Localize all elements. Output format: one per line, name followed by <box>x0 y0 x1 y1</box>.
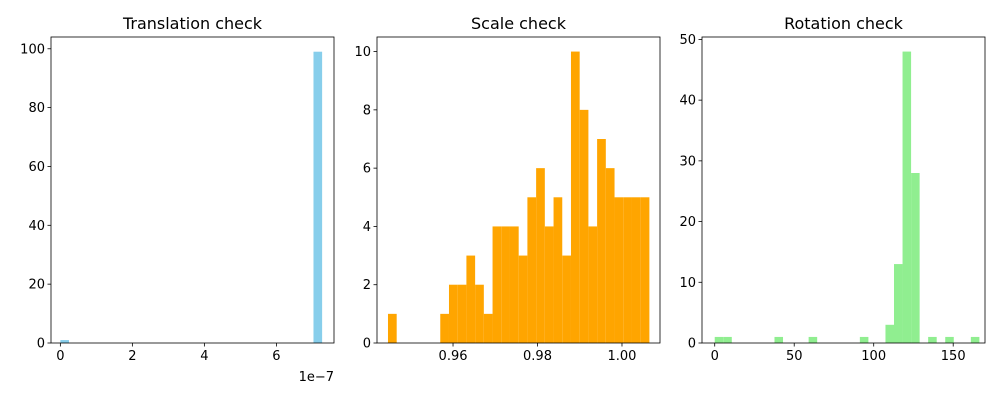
histogram-bar-3-1 <box>723 336 732 343</box>
histogram-bar-3-23 <box>911 173 920 343</box>
x-tick-label-1-0: 0 <box>56 349 64 364</box>
histogram-bar-3-27 <box>945 336 954 343</box>
histogram-bar-2-21 <box>570 51 580 343</box>
x-tick-label-2-1: 0.98 <box>523 349 552 364</box>
histogram-bar-3-17 <box>859 336 869 343</box>
histogram-bar-2-9 <box>466 255 476 343</box>
y-tick-label-2-2: 4 <box>363 220 371 235</box>
histogram-bar-2-27 <box>623 197 632 343</box>
x-tick-label-2-2: 1.00 <box>608 349 637 364</box>
chart-title-2: Scale check <box>471 14 567 33</box>
histogram-bar-2-25 <box>605 168 615 343</box>
y-tick-label-2-3: 6 <box>363 162 371 177</box>
y-tick-label-1-5: 100 <box>20 42 45 57</box>
y-tick-label-1-2: 40 <box>28 219 45 234</box>
histogram-bar-2-28 <box>631 197 641 343</box>
histogram-bar-2-0 <box>387 313 397 343</box>
subplot-3: 0 50 100 150 0 10 20 30 40 50 Rotation check <box>679 14 986 364</box>
x-tick-label-3-3: 150 <box>941 349 966 364</box>
x-tick-label-1-1: 2 <box>128 349 136 364</box>
y-tick-label-2-1: 2 <box>363 278 371 293</box>
histogram-bar-3-30 <box>970 336 980 343</box>
y-tick-label-1-4: 80 <box>28 101 45 116</box>
histogram-bar-2-16 <box>527 197 537 343</box>
y-tick-label-3-4: 40 <box>679 94 696 109</box>
axes-frame-3 <box>701 36 986 344</box>
y-tick-label-3-0: 0 <box>688 337 696 352</box>
x-tick-label-3-1: 50 <box>786 349 803 364</box>
histogram-bar-1-0 <box>60 340 69 343</box>
histogram-bar-3-0 <box>714 336 724 343</box>
histogram-bar-2-11 <box>483 313 493 343</box>
x-offset-label-1: 1e−7 <box>299 370 334 385</box>
histogram-bar-3-25 <box>928 336 937 343</box>
x-tick-label-1-3: 6 <box>272 349 280 364</box>
histogram-bar-2-13 <box>501 226 510 343</box>
y-tick-label-3-5: 50 <box>679 33 696 48</box>
histogram-bar-3-20 <box>885 324 895 343</box>
chart-title-3: Rotation check <box>784 14 904 33</box>
histogram-bar-2-29 <box>640 197 650 343</box>
y-tick-label-2-5: 10 <box>354 45 371 60</box>
histogram-bar-2-22 <box>579 109 589 343</box>
histogram-bar-2-23 <box>588 226 598 343</box>
y-tick-label-2-4: 8 <box>363 103 371 118</box>
y-tick-label-2-0: 0 <box>363 337 371 352</box>
y-tick-label-1-0: 0 <box>37 337 45 352</box>
histogram-bar-2-18 <box>544 226 554 343</box>
y-tick-label-3-1: 10 <box>679 276 696 291</box>
axes-frame-1 <box>50 36 335 344</box>
chart-title-1: Translation check <box>122 14 263 33</box>
subplot-2: 0.96 0.98 1.00 0 2 4 6 8 10 Scale check <box>354 14 661 364</box>
histogram-bar-2-15 <box>518 255 528 343</box>
histogram-bar-2-7 <box>448 284 458 343</box>
y-tick-label-3-2: 20 <box>679 215 696 230</box>
histogram-bar-2-17 <box>536 168 545 343</box>
histogram-bar-2-10 <box>475 284 484 343</box>
x-tick-label-3-2: 100 <box>861 349 886 364</box>
histogram-bar-2-8 <box>457 284 467 343</box>
histogram-bar-3-22 <box>902 51 912 343</box>
histogram-bar-2-26 <box>614 197 624 343</box>
x-tick-label-1-2: 4 <box>200 349 208 364</box>
histogram-bar-2-14 <box>509 226 519 343</box>
x-tick-label-3-0: 0 <box>711 349 719 364</box>
histogram-bar-2-6 <box>440 313 449 343</box>
x-tick-label-2-0: 0.96 <box>439 349 468 364</box>
histogram-bar-3-21 <box>894 264 903 343</box>
histogram-bar-1-1 <box>313 51 323 344</box>
histogram-bar-3-11 <box>808 336 818 343</box>
y-tick-label-1-1: 20 <box>28 278 45 293</box>
histogram-bar-3-7 <box>774 336 784 343</box>
axes-frame-2 <box>376 36 661 344</box>
histogram-bar-2-19 <box>553 197 563 343</box>
histogram-bar-2-20 <box>562 255 571 343</box>
y-tick-label-3-3: 30 <box>679 154 696 169</box>
histogram-bar-2-24 <box>597 139 606 343</box>
histogram-bar-2-12 <box>492 226 502 343</box>
y-tick-label-1-3: 60 <box>28 160 45 175</box>
